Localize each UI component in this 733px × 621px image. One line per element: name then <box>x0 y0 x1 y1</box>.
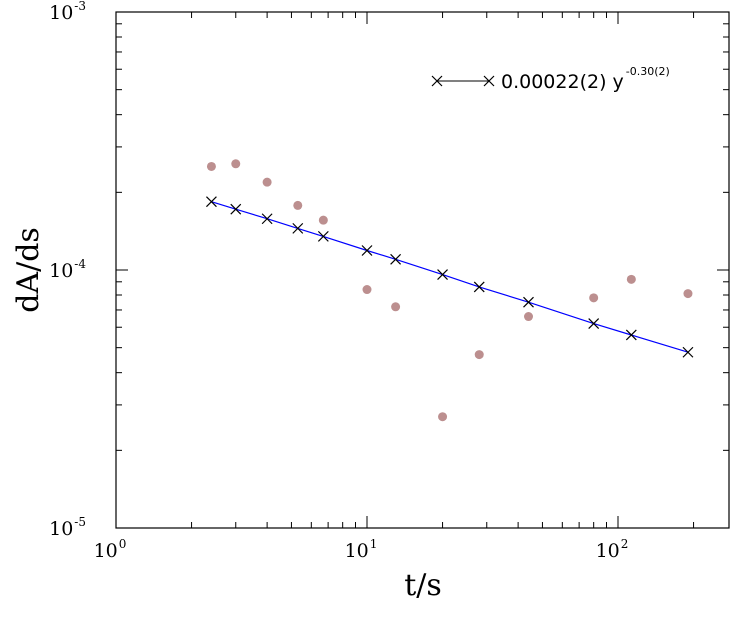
fit-point <box>317 230 329 242</box>
legend-label-exponent: -0.30(2) <box>626 65 670 78</box>
measured-point <box>293 200 303 210</box>
measured-point <box>206 161 216 171</box>
x-axis-title: t/s <box>404 568 442 603</box>
fit-point <box>292 222 304 234</box>
y-axis-title: dA/ds <box>11 227 46 313</box>
x-tick-label-base: 10 <box>596 540 620 562</box>
y-tick-label-base: 10 <box>49 518 73 540</box>
x-tick-label: 100 <box>94 537 127 562</box>
x-tick-label-exponent: 2 <box>621 537 629 551</box>
measured-point <box>626 274 636 284</box>
legend-label-base: 0.00022(2) y <box>501 71 624 93</box>
measured-point <box>391 302 401 312</box>
y-tick-label: 10-3 <box>49 0 86 24</box>
measured-point <box>524 312 534 322</box>
fit-point <box>682 346 694 358</box>
plot-frame <box>115 11 730 529</box>
measured-point <box>683 289 693 299</box>
measured-point <box>231 159 241 169</box>
y-tick-label-base: 10 <box>49 2 73 24</box>
measured-point <box>362 285 372 295</box>
fit-point <box>261 213 273 225</box>
fit-point <box>588 318 600 329</box>
fit-point <box>390 253 402 265</box>
fit-series-line <box>211 201 689 353</box>
y-tick-label-exponent: -3 <box>74 0 86 13</box>
data-points <box>206 159 694 422</box>
legend-marker-right <box>483 75 495 87</box>
measured-point <box>262 177 272 187</box>
fit-point <box>206 196 217 208</box>
x-tick-label: 102 <box>596 537 629 562</box>
fit-point <box>437 269 448 280</box>
x-tick-label-base: 10 <box>94 540 118 562</box>
y-tick-label-exponent: -5 <box>74 515 86 529</box>
y-tick-label-base: 10 <box>49 260 73 282</box>
fit-point <box>625 329 637 341</box>
fit-point <box>473 281 485 293</box>
legend: 0.00022(2) y -0.30(2) <box>431 65 670 93</box>
x-tick-label-base: 10 <box>345 540 369 562</box>
fit-point <box>361 245 373 256</box>
y-tick-label: 10-4 <box>49 257 86 282</box>
y-tick-label-exponent: -4 <box>74 257 86 271</box>
measured-point <box>474 350 484 360</box>
measured-point <box>318 215 328 225</box>
legend-label: 0.00022(2) y -0.30(2) <box>501 65 670 93</box>
axis-ticks <box>115 11 729 529</box>
measured-point <box>438 412 448 422</box>
x-tick-label-exponent: 0 <box>119 537 127 551</box>
x-tick-label-exponent: 1 <box>370 537 378 551</box>
fit-line <box>211 201 689 353</box>
legend-marker-left <box>431 75 443 87</box>
measured-point <box>589 293 599 303</box>
x-tick-label: 101 <box>345 537 378 562</box>
fit-point <box>523 296 534 308</box>
y-tick-label: 10-5 <box>49 515 86 540</box>
fit-point <box>230 203 242 215</box>
